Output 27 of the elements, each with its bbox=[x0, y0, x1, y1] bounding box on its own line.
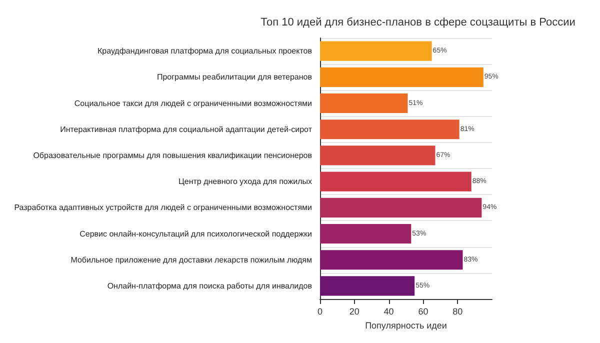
x-axis-title: Популярность идеи bbox=[365, 320, 447, 330]
x-tick-label: 20 bbox=[349, 306, 360, 316]
y-tick-label: Мобильное приложение для доставки лекарств пожилым людям bbox=[70, 255, 312, 264]
y-tick-label: Разработка адаптивных устройств для людей с ограниченными возможностями bbox=[14, 203, 312, 212]
bar bbox=[320, 198, 482, 218]
y-tick-label: Интерактивная платформа для социальной адаптации детей-сирот bbox=[60, 124, 312, 134]
bar bbox=[320, 250, 463, 270]
x-tick-label: 80 bbox=[452, 306, 463, 316]
y-tick-label: Социальное такси для людей с ограниченными возможностями bbox=[74, 98, 312, 108]
bar bbox=[320, 146, 436, 166]
x-tick-label: 40 bbox=[384, 306, 394, 316]
y-tick-label: Центр дневного ухода для пожилых bbox=[178, 177, 312, 186]
chart-title: Топ 10 идей для бизнес-планов в сфере соцзащиты в России bbox=[260, 16, 576, 28]
bar bbox=[320, 93, 408, 114]
bar bbox=[320, 276, 415, 296]
bar bbox=[320, 120, 460, 140]
y-tick-label: Программы реабилитации для ветеранов bbox=[156, 72, 312, 82]
y-tick-label: Сервис онлайн-консультаций для психологической поддержки bbox=[80, 229, 312, 238]
x-tick-label: 60 bbox=[418, 306, 428, 316]
y-tick-label: Онлайн-платформа для поиска работы для инвалидов bbox=[107, 281, 312, 290]
bar bbox=[320, 41, 432, 61]
bar bbox=[320, 172, 472, 192]
bar bbox=[320, 224, 412, 244]
x-tick-label: 0 bbox=[317, 306, 323, 316]
y-tick-label: Образовательные программы для повышения квалификации пенсионеров bbox=[33, 150, 312, 160]
bar bbox=[320, 67, 484, 87]
y-tick-label: Краудфандинговая платформа для социальных проектов bbox=[97, 46, 312, 56]
